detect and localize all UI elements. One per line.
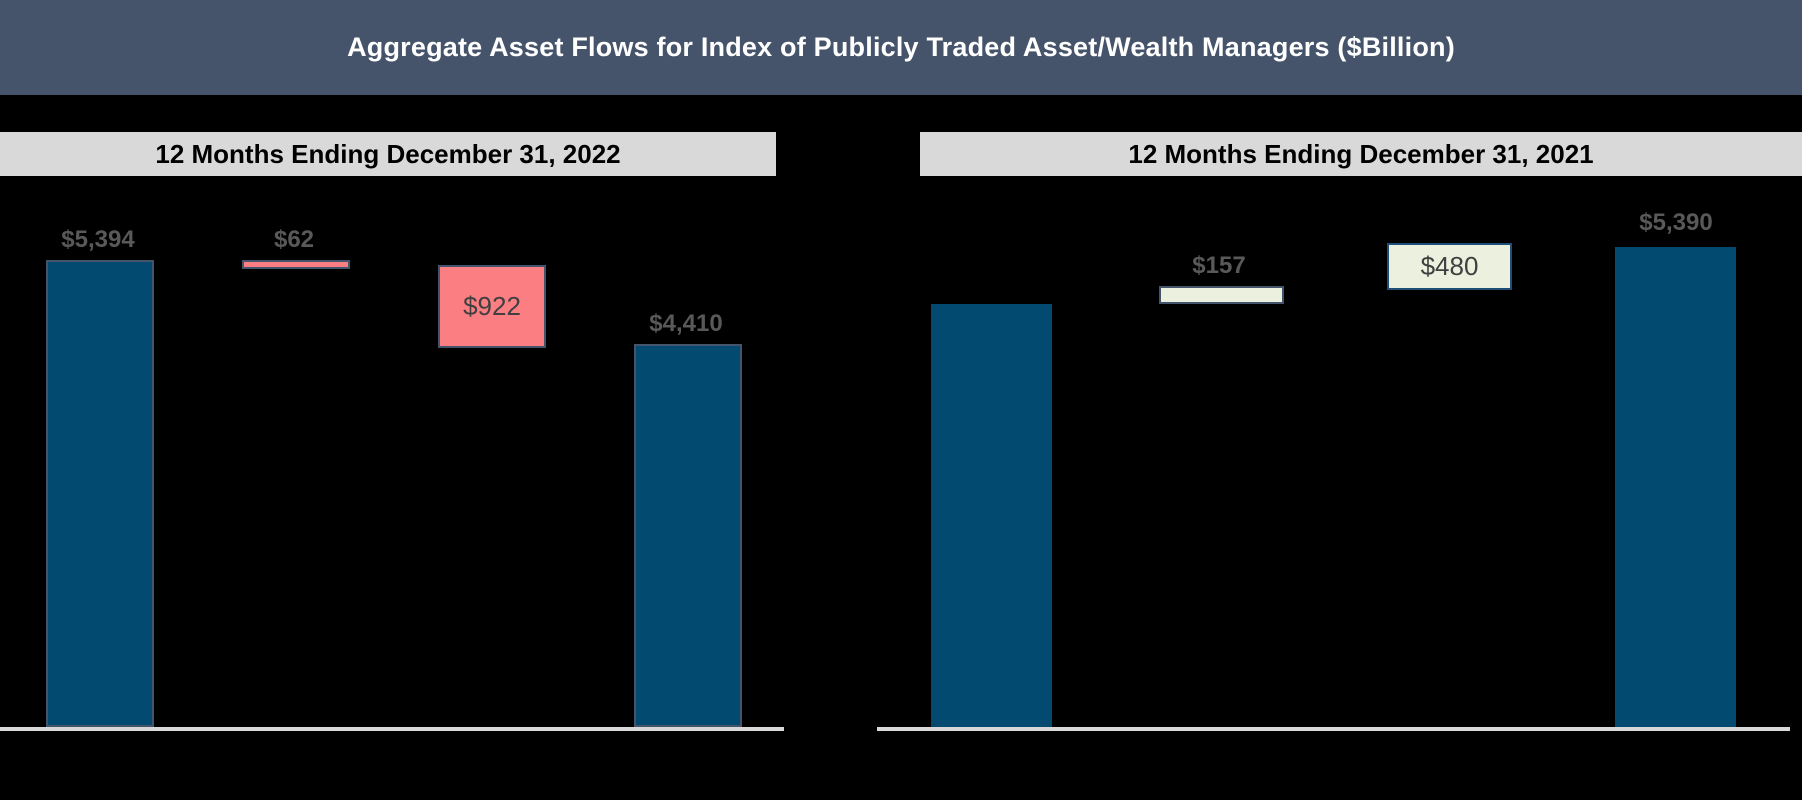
waterfall-plot-2022: $5,394 $62 $922 $4,410 (0, 181, 784, 731)
market-change-bar: $480 (1387, 242, 1512, 290)
beginning-aum-bar (46, 259, 154, 727)
market-change-bar: $922 (438, 265, 546, 349)
beginning-aum-bar-label: $5,394 (61, 225, 135, 253)
waterfall-plot-2021: $157 $480 $5,390 (877, 181, 1790, 731)
x-axis-line (0, 727, 784, 731)
x-axis-line (877, 727, 1790, 731)
net-flows-bar (1159, 285, 1284, 304)
beginning-aum-bar (931, 303, 1052, 727)
chart-title-banner: Aggregate Asset Flows for Index of Publi… (0, 0, 1802, 95)
ending-aum-bar (634, 344, 742, 727)
net-flows-bar-label: $157 (1192, 251, 1246, 279)
chart-title: Aggregate Asset Flows for Index of Publi… (347, 32, 1455, 62)
ending-aum-bar-label: $5,390 (1639, 208, 1713, 236)
net-flows-bar-label: $62 (273, 225, 315, 253)
market-change-bar-label: $480 (1420, 250, 1479, 281)
market-change-bar-label: $922 (463, 291, 521, 322)
panel-header-2021: 12 Months Ending December 31, 2021 (920, 132, 1802, 176)
panel-header-2022: 12 Months Ending December 31, 2022 (0, 132, 776, 176)
net-flows-bar (242, 259, 350, 270)
ending-aum-bar (1615, 246, 1736, 727)
panel-header-2021-label: 12 Months Ending December 31, 2021 (1128, 138, 1594, 169)
panel-header-2022-label: 12 Months Ending December 31, 2022 (155, 138, 621, 169)
ending-aum-bar-label: $4,410 (649, 310, 723, 338)
